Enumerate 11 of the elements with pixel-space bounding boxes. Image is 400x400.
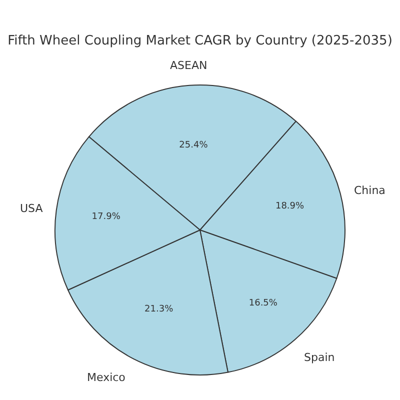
chart-title: Fifth Wheel Coupling Market CAGR by Country (2025-2035)	[8, 34, 392, 49]
data-label: 16.5%	[248, 298, 278, 308]
data-label: 18.9%	[275, 202, 305, 212]
slice-label: ASEAN	[170, 59, 208, 72]
data-label: 21.3%	[144, 304, 174, 315]
data-label: 17.9%	[92, 212, 121, 222]
slice-label: USA	[20, 202, 44, 215]
slice-label: Mexico	[87, 371, 126, 384]
slice-label: China	[354, 184, 386, 197]
data-label: 25.4%	[179, 140, 208, 151]
slice-label: Spain	[304, 351, 335, 364]
